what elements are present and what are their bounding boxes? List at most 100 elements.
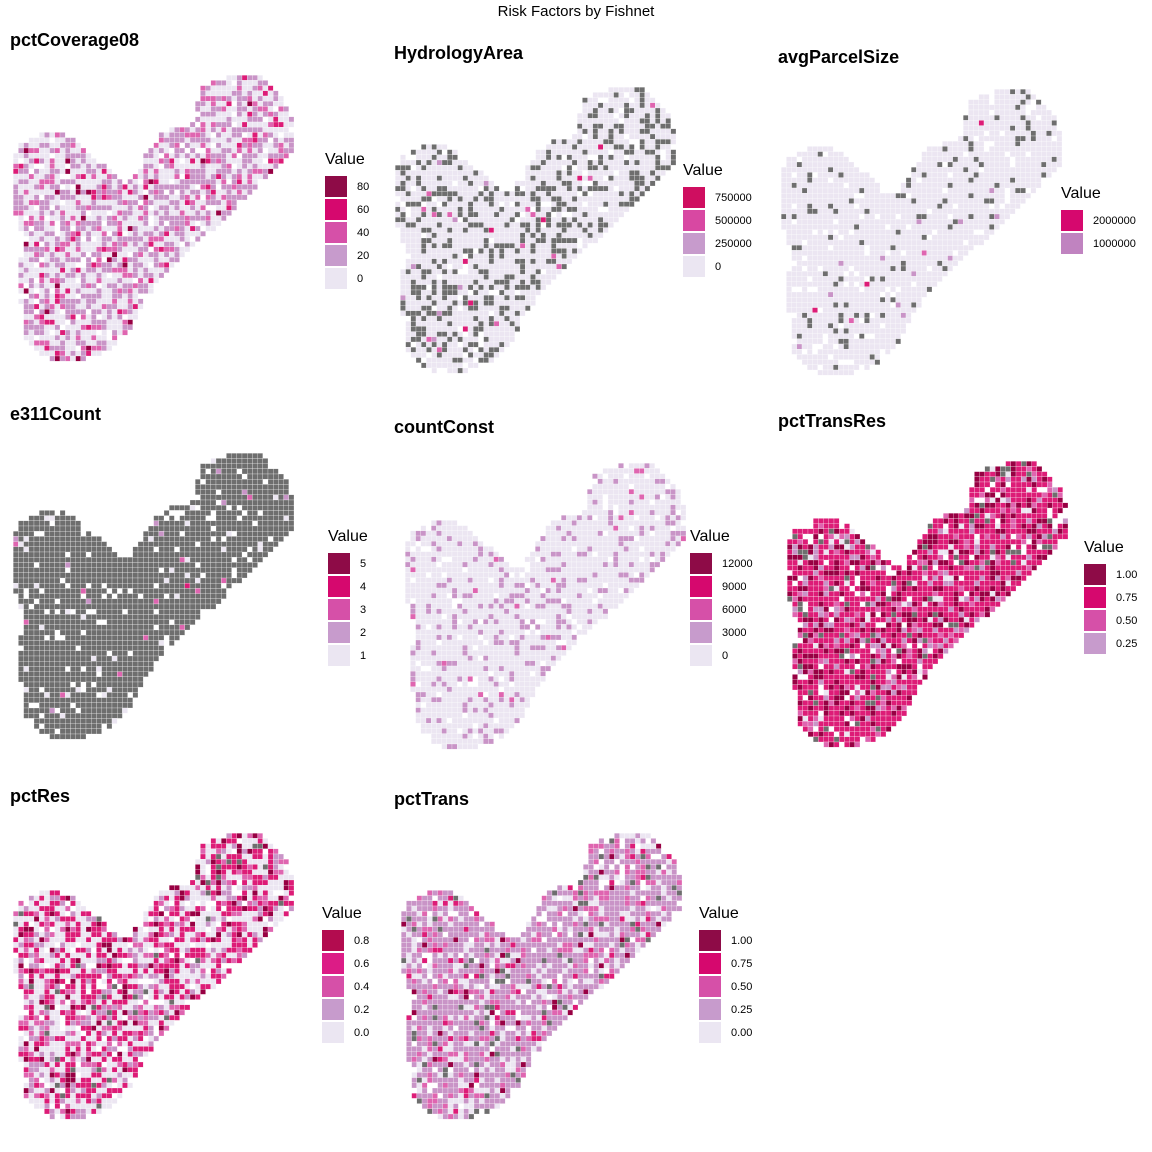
fishnet-cell: [796, 245, 803, 251]
fishnet-cell: [39, 551, 45, 558]
fishnet-cell: [215, 510, 222, 516]
fishnet-cell: [879, 245, 886, 251]
fishnet-cell: [493, 279, 500, 285]
fishnet-cell: [210, 101, 217, 107]
fishnet-cell: [189, 163, 196, 169]
fishnet-cell: [262, 101, 269, 107]
fishnet-cell: [853, 182, 860, 189]
fishnet-cell: [65, 153, 71, 159]
fishnet-cell: [137, 189, 144, 195]
fishnet-cell: [623, 170, 630, 176]
fishnet-cell: [33, 220, 40, 227]
fishnet-cell: [968, 167, 974, 173]
fishnet-cell: [535, 154, 541, 161]
fishnet-cell: [143, 262, 149, 268]
fishnet-cell: [215, 90, 222, 97]
fishnet-cell: [885, 234, 891, 241]
fishnet-cell: [436, 191, 443, 197]
fishnet-cell: [905, 317, 912, 324]
fishnet-cell: [122, 277, 128, 284]
fishnet-cell: [545, 165, 552, 171]
fishnet-cell: [473, 362, 479, 369]
fishnet-cell: [210, 194, 217, 201]
fishnet-cell: [1046, 141, 1052, 147]
fishnet-cell: [597, 180, 604, 187]
fishnet-cell: [571, 175, 578, 181]
fishnet-cell: [838, 302, 844, 308]
fishnet-cell: [59, 531, 66, 537]
fishnet-cell: [874, 224, 881, 230]
fishnet-cell: [80, 173, 87, 180]
fishnet-cell: [931, 156, 938, 163]
fishnet-cell: [592, 133, 599, 140]
fishnet-cell: [833, 364, 839, 371]
fishnet-cell: [1004, 130, 1011, 137]
fishnet-cell: [994, 172, 1000, 178]
fishnet-cell: [556, 211, 562, 218]
fishnet-cell: [634, 149, 640, 155]
fishnet-cell: [499, 248, 505, 254]
fishnet-cell: [54, 147, 61, 154]
fishnet-cell: [978, 224, 985, 230]
fishnet-cell: [410, 159, 417, 166]
fishnet-cell: [215, 179, 222, 185]
fishnet-cell: [210, 173, 217, 180]
fishnet-cell: [478, 222, 484, 228]
fishnet-cell: [1009, 172, 1016, 178]
fishnet-cell: [33, 225, 40, 232]
fishnet-cell: [148, 210, 154, 216]
fishnet-cell: [210, 179, 217, 185]
fishnet-cell: [405, 196, 411, 202]
fishnet-cell: [999, 99, 1005, 105]
fishnet-cell: [655, 175, 661, 181]
fishnet-cell: [148, 288, 154, 294]
fishnet-cell: [947, 167, 953, 173]
fishnet-cell: [200, 153, 206, 159]
fishnet-cell: [791, 167, 797, 173]
fishnet-cell: [33, 293, 40, 299]
fishnet-cell: [421, 295, 427, 301]
fishnet-cell: [817, 281, 823, 287]
fishnet-cell: [473, 206, 479, 213]
fishnet-cell: [117, 329, 123, 336]
fishnet-cell: [665, 128, 671, 135]
fishnet-cell: [210, 95, 217, 102]
fishnet-cell: [75, 283, 81, 289]
fishnet-cell: [916, 302, 922, 308]
fishnet-cell: [848, 317, 855, 324]
fishnet-cell: [812, 297, 818, 303]
fishnet-cell: [603, 92, 609, 98]
fishnet-cell: [221, 153, 227, 159]
fishnet-cell: [937, 239, 943, 246]
fishnet-cell: [890, 343, 896, 350]
fishnet-cell: [812, 276, 818, 282]
fishnet-cell: [247, 484, 253, 490]
fishnet-cell: [525, 227, 531, 233]
fishnet-cell: [143, 272, 149, 279]
fishnet-cell: [869, 265, 875, 272]
fishnet-cell: [283, 111, 289, 117]
fishnet-cell: [864, 187, 870, 194]
fishnet-cell: [1051, 146, 1057, 152]
fishnet-cell: [288, 121, 295, 128]
fishnet-cell: [236, 95, 243, 102]
fishnet-cell: [75, 546, 81, 553]
fishnet-cell: [39, 557, 45, 563]
fishnet-cell: [28, 267, 35, 273]
fishnet-cell: [900, 239, 907, 246]
fishnet-cell: [833, 271, 839, 277]
fishnet-cell: [509, 227, 515, 233]
fishnet-cell: [23, 147, 29, 154]
fishnet-cell: [874, 354, 881, 360]
fishnet-cell: [827, 255, 834, 261]
fishnet-cell: [551, 222, 557, 228]
fishnet-cell: [441, 237, 448, 244]
fishnet-cell: [410, 206, 417, 213]
fishnet-cell: [926, 281, 933, 287]
fishnet-cell: [885, 271, 891, 277]
fishnet-cell: [655, 128, 661, 135]
fishnet-cell: [205, 158, 211, 164]
fishnet-cell: [75, 355, 81, 362]
fishnet-cell: [457, 170, 463, 176]
fishnet-cell: [143, 220, 149, 227]
